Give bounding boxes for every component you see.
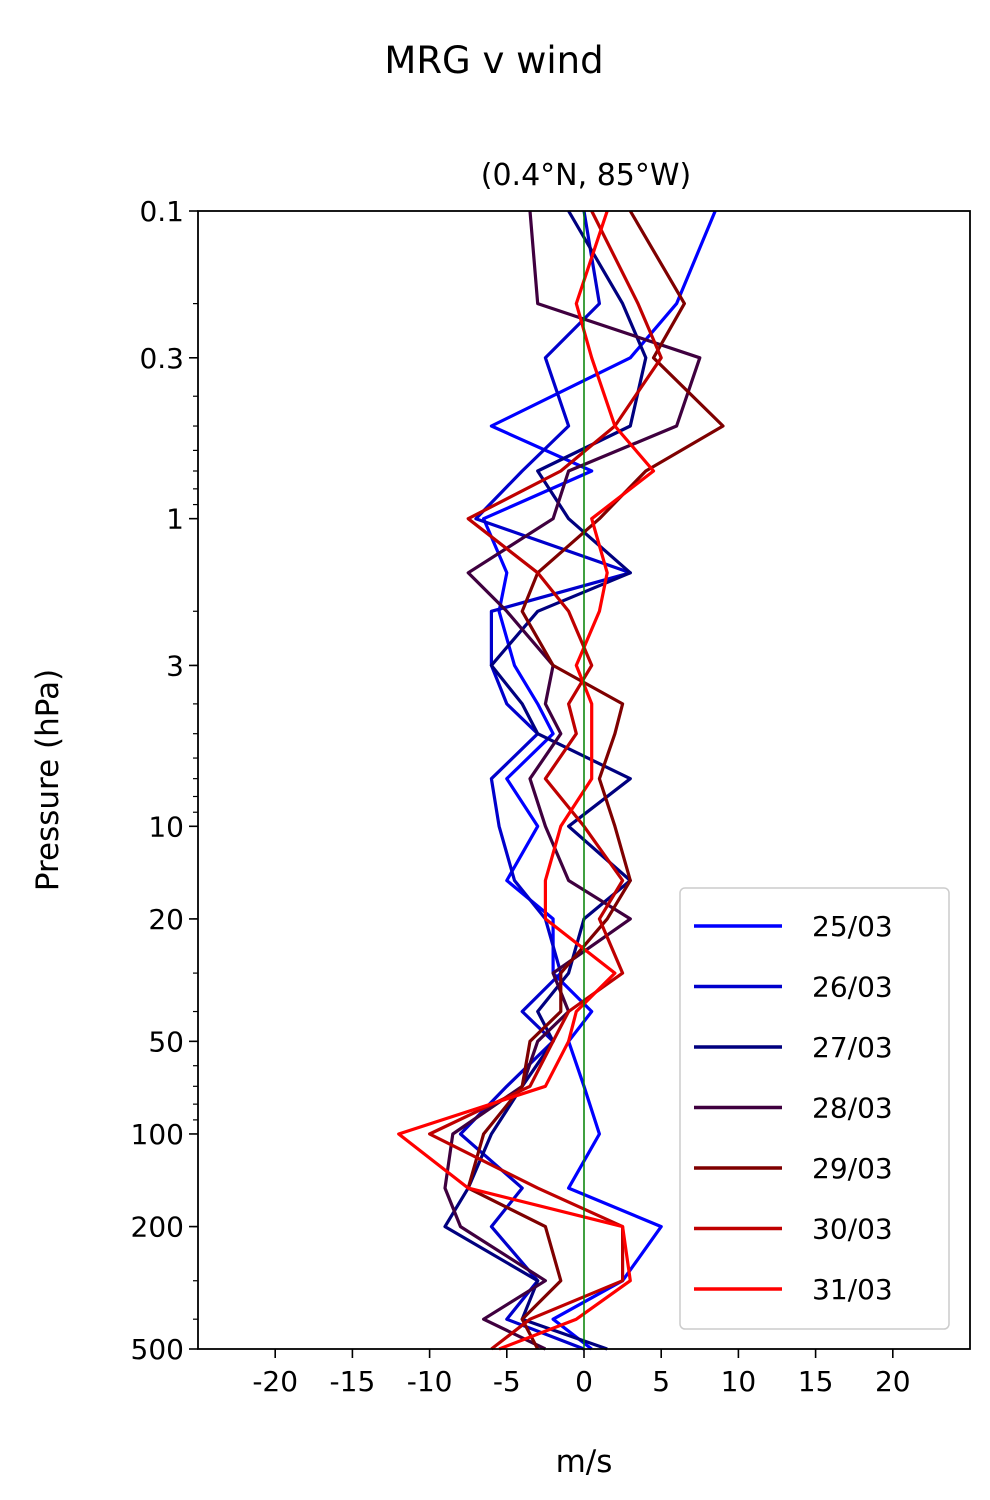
x-tick-label: -20 (252, 1365, 298, 1398)
x-tick-label: -15 (330, 1365, 376, 1398)
legend: 25/03 26/03 27/03 28/03 29/03 30/03 31/03 (679, 887, 950, 1330)
legend-label: 28/03 (812, 1092, 893, 1125)
y-tick-label: 50 (148, 1025, 184, 1058)
chart-suptitle: MRG v wind (384, 39, 603, 82)
y-tick-label: 3 (166, 649, 184, 682)
y-tick-label: 10 (148, 810, 184, 843)
x-tick-label: 0 (575, 1365, 593, 1398)
legend-label: 27/03 (812, 1031, 893, 1064)
series-line-31-03 (397, 210, 656, 1351)
legend-label: 26/03 (812, 971, 893, 1004)
chart-title: (0.4°N, 85°W) (481, 158, 691, 193)
x-axis-label: m/s (556, 1444, 613, 1480)
y-tick-label: 500 (131, 1333, 184, 1366)
x-tick-label: 10 (721, 1365, 757, 1398)
y-tick-label: 0.1 (139, 195, 184, 228)
y-tick-label: 100 (131, 1118, 184, 1151)
legend-label: 30/03 (812, 1213, 893, 1246)
x-tick-label: 20 (875, 1365, 911, 1398)
legend-label: 29/03 (812, 1152, 893, 1185)
x-tick-label: 5 (652, 1365, 670, 1398)
y-axis: 0.1 0.3 1 3 10 20 50 100 200 500 (131, 195, 198, 1366)
y-tick-label: 1 (166, 503, 184, 536)
y-tick-label: 0.3 (139, 342, 184, 375)
series-line-26-03 (458, 210, 632, 1351)
x-tick-label: -10 (407, 1365, 453, 1398)
y-tick-label: 20 (148, 903, 184, 936)
x-tick-label: 15 (798, 1365, 834, 1398)
legend-frame (679, 887, 950, 1330)
x-tick-label: -5 (493, 1365, 521, 1398)
legend-label: 31/03 (812, 1273, 893, 1306)
legend-label: 25/03 (812, 910, 893, 943)
y-axis-label: Pressure (hPa) (30, 669, 66, 891)
series-line-25-03 (482, 210, 717, 1351)
x-axis: -20 -15 -10 -5 0 5 10 15 20 (252, 1349, 911, 1398)
y-tick-label: 200 (131, 1211, 184, 1244)
series-line-28-03 (443, 210, 702, 1351)
